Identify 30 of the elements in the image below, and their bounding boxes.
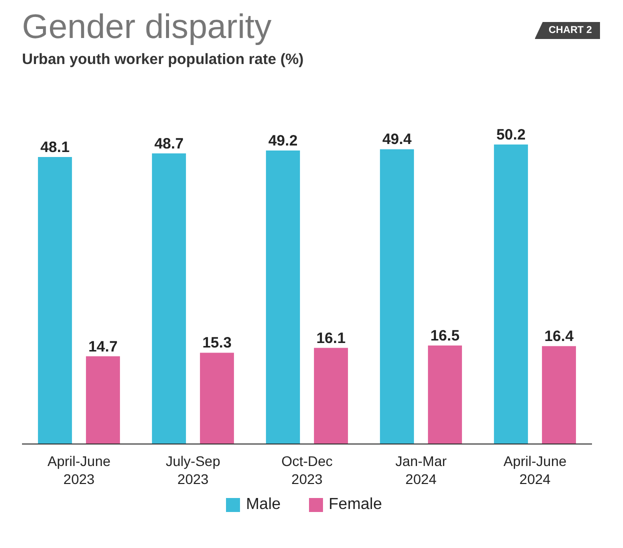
data-label: 48.7 xyxy=(154,135,184,152)
bar xyxy=(266,150,300,444)
bar xyxy=(542,346,576,444)
x-tick-label: Jan-Mar 2024 xyxy=(395,453,448,487)
data-label: 15.3 xyxy=(202,334,232,352)
data-label: 16.4 xyxy=(544,328,574,346)
data-label: 50.2 xyxy=(496,126,526,144)
data-label: 49.2 xyxy=(268,132,298,150)
bar xyxy=(494,144,528,444)
x-tick-label: Oct-Dec 2023 xyxy=(281,453,333,487)
caption: CHART 2 xyxy=(534,22,600,39)
bar xyxy=(428,346,462,444)
legend-label: Female xyxy=(328,496,382,514)
bar xyxy=(38,157,72,444)
legend-label: Male xyxy=(244,496,281,514)
data-label: 16.1 xyxy=(316,330,346,347)
bar xyxy=(314,348,348,444)
bar xyxy=(86,356,120,444)
chart-title: Gender disparity xyxy=(22,8,272,46)
x-tick-label: April-June 2023 xyxy=(47,453,111,487)
bar xyxy=(380,149,414,444)
x-tick-label: April-June 2024 xyxy=(503,453,567,487)
data-label: 14.7 xyxy=(88,338,118,356)
bar xyxy=(200,352,234,444)
bar xyxy=(152,153,186,444)
data-label: 16.5 xyxy=(430,328,460,345)
data-label: 49.4 xyxy=(382,131,412,148)
data-label: 48.1 xyxy=(40,139,70,156)
x-tick-label: July-Sep 2023 xyxy=(166,453,220,487)
chart-subtitle: Urban youth worker population rate (%) xyxy=(22,51,305,68)
